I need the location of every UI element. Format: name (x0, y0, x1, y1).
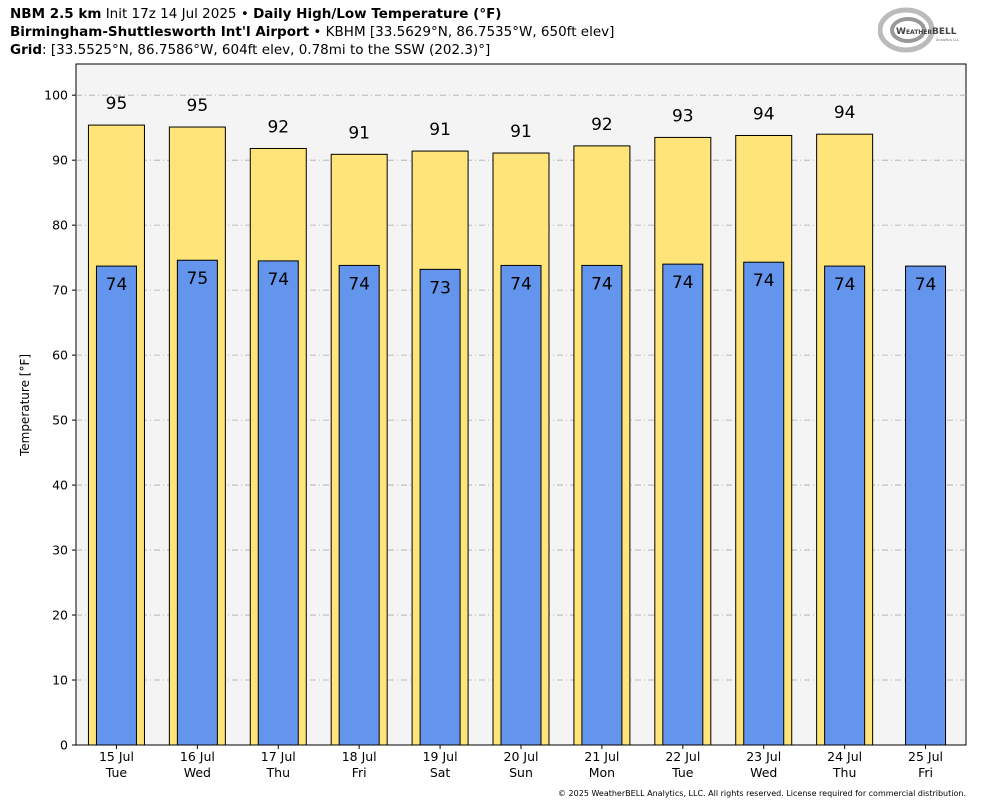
y-tick-label: 100 (44, 88, 68, 103)
y-axis-label: Temperature [°F] (18, 354, 32, 457)
y-tick-label: 10 (52, 673, 68, 688)
low-temp-bar (500, 264, 542, 746)
low-temp-label: 74 (672, 273, 694, 293)
high-temp-label: 92 (591, 115, 613, 135)
x-tick-label-day: Fri (918, 765, 933, 780)
x-tick-label-date: 15 Jul (99, 749, 134, 764)
low-temp-label: 74 (753, 271, 775, 291)
y-tick-label: 20 (52, 608, 68, 623)
x-tick-label-date: 25 Jul (908, 749, 943, 764)
station-name: Birmingham-Shuttlesworth Int'l Airport (10, 24, 310, 40)
y-tick-label: 90 (52, 153, 68, 168)
low-temp-label: 74 (834, 275, 856, 295)
high-temp-label: 94 (834, 103, 856, 123)
x-tick-label-day: Tue (105, 765, 128, 780)
weatherbell-logo: WEATHERBELL Analytics LLC (878, 7, 960, 53)
y-tick-label: 30 (52, 543, 68, 558)
y-tick-label: 70 (52, 283, 68, 298)
low-temp-bar (581, 264, 623, 746)
x-tick-label-date: 23 Jul (746, 749, 781, 764)
init-time: Init 17z 14 Jul 2025 (105, 6, 237, 22)
x-tick-label-date: 16 Jul (180, 749, 215, 764)
x-tick-label-date: 20 Jul (504, 749, 539, 764)
high-temp-label: 95 (106, 94, 128, 114)
model-name: NBM 2.5 km (10, 6, 102, 22)
title-line-2: Birmingham-Shuttlesworth Int'l Airport •… (10, 24, 614, 40)
x-tick-label-day: Sat (430, 765, 451, 780)
title-line-3: Grid: [33.5525°N, 86.7586°W, 604ft elev,… (10, 42, 490, 58)
x-tick-label-date: 22 Jul (665, 749, 700, 764)
low-temp-bar (338, 264, 380, 746)
low-temp-label: 75 (187, 269, 209, 289)
low-temp-label: 74 (915, 275, 937, 295)
x-tick-label-day: Tue (671, 765, 694, 780)
high-temp-label: 93 (672, 106, 694, 126)
low-temp-label: 74 (267, 270, 289, 290)
x-tick-label-date: 17 Jul (261, 749, 296, 764)
grid-info: : [33.5525°N, 86.7586°W, 604ft elev, 0.7… (42, 42, 491, 58)
svg-text:Analytics LLC: Analytics LLC (936, 38, 960, 42)
y-tick-label: 0 (60, 738, 68, 753)
high-temp-label: 94 (753, 104, 775, 124)
x-tick-label-day: Wed (750, 765, 777, 780)
low-temp-bar (743, 261, 785, 746)
y-tick-label: 40 (52, 478, 68, 493)
title-line-1: NBM 2.5 km Init 17z 14 Jul 2025 • Daily … (10, 6, 501, 22)
copyright-notice: © 2025 WeatherBELL Analytics, LLC. All r… (558, 789, 966, 798)
x-tick-label-day: Sun (509, 765, 533, 780)
low-temp-label: 74 (106, 275, 128, 295)
x-tick-label-day: Thu (832, 765, 856, 780)
high-temp-label: 95 (187, 96, 209, 116)
low-temp-bar (95, 265, 137, 746)
x-tick-label-day: Mon (589, 765, 615, 780)
x-tick-label-day: Wed (184, 765, 211, 780)
low-temp-label: 73 (429, 278, 451, 298)
low-temp-label: 74 (591, 274, 613, 294)
x-tick-label-date: 21 Jul (584, 749, 619, 764)
low-temp-bar (905, 265, 947, 746)
low-temp-bar (176, 259, 218, 746)
y-tick-label: 80 (52, 218, 68, 233)
y-tick-label: 50 (52, 413, 68, 428)
grid-label: Grid (10, 42, 43, 58)
high-temp-label: 91 (348, 123, 370, 143)
x-tick-label-day: Thu (266, 765, 290, 780)
x-tick-label-date: 19 Jul (423, 749, 458, 764)
svg-text:WEATHERBELL: WEATHERBELL (896, 27, 957, 37)
x-tick-label-date: 24 Jul (827, 749, 862, 764)
high-temp-label: 91 (429, 120, 451, 140)
low-temp-bar (419, 268, 461, 746)
separator: • (240, 6, 249, 22)
high-temp-label: 91 (510, 122, 532, 142)
low-temp-label: 74 (348, 274, 370, 294)
y-tick-label: 60 (52, 348, 68, 363)
x-tick-label-date: 18 Jul (342, 749, 377, 764)
x-tick-label-day: Fri (352, 765, 367, 780)
low-temp-bar (824, 265, 866, 746)
chart-title: Daily High/Low Temperature (°F) (253, 6, 502, 22)
low-temp-bar (257, 260, 299, 746)
low-temp-bar (662, 263, 704, 746)
high-temp-label: 92 (267, 117, 289, 137)
station-info: KBHM [33.5629°N, 86.7535°W, 650ft elev] (325, 24, 615, 40)
low-temp-label: 74 (510, 274, 532, 294)
separator: • (313, 24, 322, 40)
